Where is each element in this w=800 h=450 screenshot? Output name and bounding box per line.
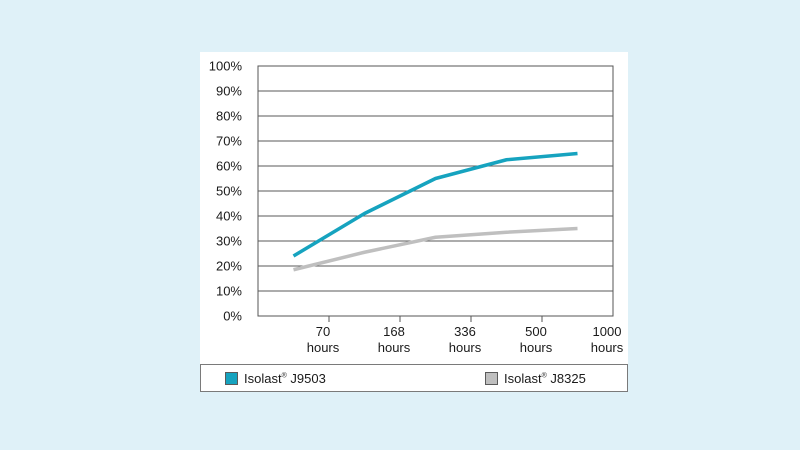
y-tick-label: 20%	[216, 259, 242, 274]
series-line-j8325	[293, 226, 578, 272]
legend-item-j8325: Isolast® J8325	[485, 369, 586, 387]
y-tick-label: 30%	[216, 234, 242, 249]
y-tick-label: 70%	[216, 134, 242, 149]
y-tick-label: 100%	[209, 59, 243, 74]
x-tick-value: 336	[454, 324, 476, 339]
chart-panel: 0% 10% 20% 30% 40% 50% 60% 70% 80% 90% 100% 70 hours…	[200, 52, 628, 392]
legend-brand-j9503: Isolast®	[244, 370, 287, 386]
legend-item-j9503: Isolast® J9503	[225, 369, 326, 387]
x-tick-unit: hours	[449, 340, 482, 355]
x-tick-unit: hours	[520, 340, 553, 355]
y-tick-label: 60%	[216, 159, 242, 174]
y-tick-label: 90%	[216, 84, 242, 99]
legend-brand-j8325: Isolast®	[504, 370, 547, 386]
legend-model-j8325: J8325	[550, 370, 586, 386]
y-tick-label: 10%	[216, 284, 242, 299]
y-tick-label: 80%	[216, 109, 242, 124]
legend-swatch-j9503	[225, 371, 238, 385]
x-tick-value: 500	[525, 324, 547, 339]
x-tick-value: 168	[383, 324, 405, 339]
legend: Isolast® J9503 Isolast® J8325	[200, 364, 628, 392]
x-tick-unit: hours	[307, 340, 340, 355]
series-line-j9503	[292, 151, 578, 258]
y-tick-label: 0%	[223, 309, 242, 324]
x-tick-value: 1000	[593, 324, 622, 339]
legend-model-j9503: J9503	[290, 370, 326, 386]
y-tick-label: 40%	[216, 209, 242, 224]
legend-swatch-j8325	[485, 371, 498, 385]
y-tick-label: 50%	[216, 184, 242, 199]
x-tick-unit: hours	[378, 340, 411, 355]
line-chart: 0%10%20%30%40%50%60%70%80%90%100%70hours…	[209, 59, 624, 356]
x-tick-unit: hours	[591, 340, 624, 355]
x-tick-value: 70	[316, 324, 330, 339]
